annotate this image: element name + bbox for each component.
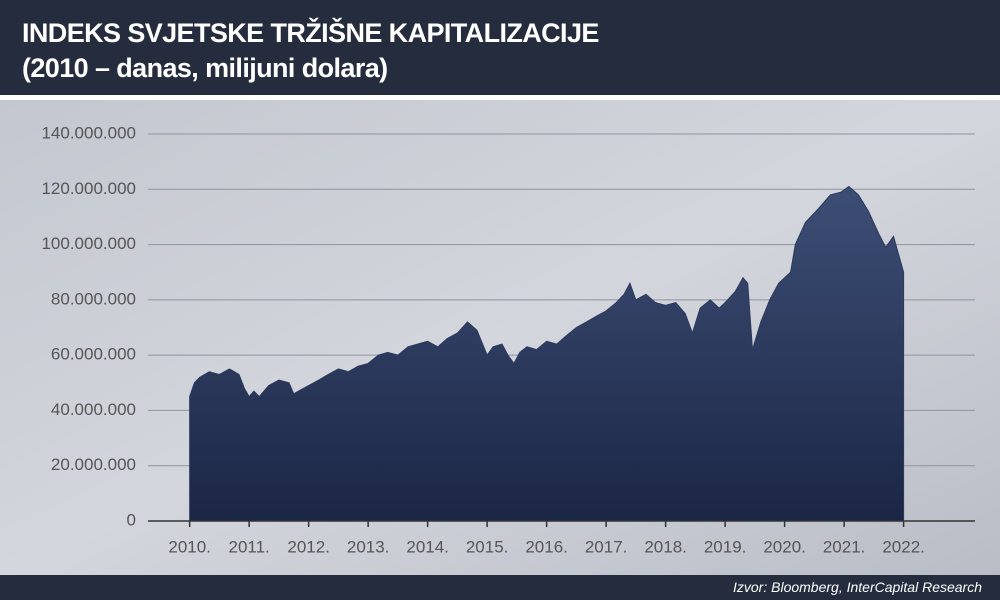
x-tick-label: 2016. <box>525 537 568 556</box>
x-tick-label: 2022. <box>882 537 925 556</box>
source-note: Izvor: Bloomberg, InterCapital Research <box>733 579 982 595</box>
chart-subtitle: (2010 – danas, milijuni dolara) <box>22 53 388 83</box>
y-tick-label: 100.000.000 <box>41 234 136 253</box>
x-tick-label: 2010. <box>168 537 211 556</box>
x-tick-label: 2019. <box>704 537 747 556</box>
x-tick-label: 2017. <box>585 537 628 556</box>
y-tick-label: 140.000.000 <box>41 123 136 142</box>
y-tick-label: 0 <box>127 510 136 529</box>
y-tick-label: 20.000.000 <box>51 455 136 474</box>
y-tick-label: 60.000.000 <box>51 345 136 364</box>
y-tick-label: 40.000.000 <box>51 400 136 419</box>
x-tick-label: 2021. <box>823 537 866 556</box>
x-tick-label: 2015. <box>466 537 509 556</box>
x-tick-label: 2014. <box>406 537 449 556</box>
area <box>189 185 905 522</box>
y-tick-label: 120.000.000 <box>41 179 136 198</box>
chart-title: INDEKS SVJETSKE TRŽIŠNE KAPITALIZACIJE <box>22 18 599 48</box>
x-tick-label: 2011. <box>229 537 270 556</box>
x-tick-label: 2013. <box>347 537 390 556</box>
y-tick-label: 80.000.000 <box>51 289 136 308</box>
x-tick-label: 2012. <box>287 537 330 556</box>
header: INDEKS SVJETSKE TRŽIŠNE KAPITALIZACIJE (… <box>0 0 1000 95</box>
x-tick-label: 2018. <box>644 537 687 556</box>
footer: Izvor: Bloomberg, InterCapital Research <box>0 575 1000 600</box>
chart: 0 20.000.000 40.000.000 60.000.000 80.000.00… <box>0 100 1000 575</box>
x-tick-label: 2020. <box>763 537 806 556</box>
